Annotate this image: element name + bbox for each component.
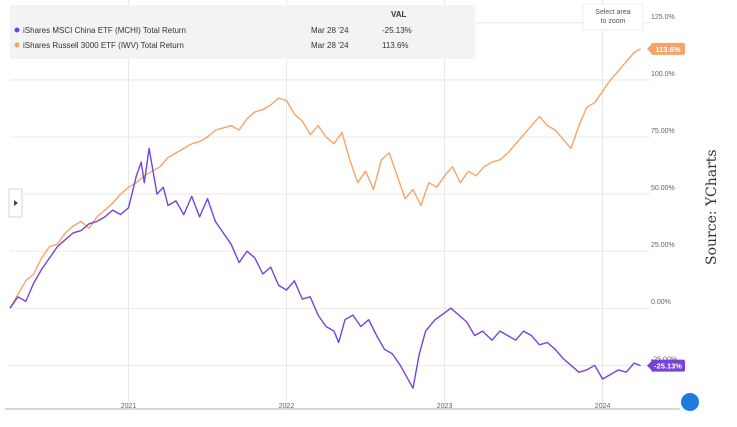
series-line-mchi[interactable] <box>9 147 641 389</box>
sidebar-toggle-button[interactable] <box>8 188 23 218</box>
legend-background <box>10 5 475 59</box>
chevron-right-icon <box>14 200 18 206</box>
legend: VAL iShares MSCI China ETF (MCHI) Total … <box>10 5 475 59</box>
end-labels: 113.6% -25.13% <box>647 42 685 372</box>
zoom-hint-line1: Select area <box>595 9 631 16</box>
y-tick-label: 100.0% <box>651 71 675 78</box>
zoom-hint: Select area to zoom <box>582 3 644 31</box>
legend-header-val: VAL <box>391 10 407 19</box>
legend-marker-mchi <box>14 27 20 33</box>
legend-date-mchi: Mar 28 '24 <box>311 26 349 35</box>
legend-value-mchi: -25.13% <box>382 26 412 35</box>
end-label-mchi: -25.13% <box>647 359 685 372</box>
y-tick-label: 125.0% <box>651 14 675 21</box>
legend-label-iwv: iShares Russell 3000 ETF (IWV) Total Ret… <box>23 41 184 50</box>
legend-date-iwv: Mar 28 '24 <box>311 41 349 50</box>
legend-value-iwv: 113.6% <box>382 41 409 50</box>
source-label: Source: YCharts <box>704 149 720 265</box>
y-tick-label: 25.00% <box>651 242 675 249</box>
x-tick-label: 2023 <box>437 403 453 410</box>
grid <box>10 0 650 409</box>
svg-text:113.6%: 113.6% <box>655 45 680 54</box>
plot-area[interactable] <box>10 0 650 395</box>
svg-text:-25.13%: -25.13% <box>654 362 682 371</box>
series-layer <box>9 48 641 389</box>
series-line-iwv[interactable] <box>9 48 641 309</box>
ticks: 125.0%100.0%75.00%50.00%25.00%0.00%-25.0… <box>121 14 677 410</box>
legend-label-mchi: iShares MSCI China ETF (MCHI) Total Retu… <box>23 26 186 35</box>
x-tick-label: 2024 <box>595 403 611 410</box>
y-tick-label: 75.00% <box>651 128 675 135</box>
zoom-hint-box <box>582 3 644 31</box>
zoom-hint-line2: to zoom <box>601 18 626 25</box>
x-tick-label: 2022 <box>279 403 295 410</box>
legend-marker-iwv <box>14 42 20 48</box>
y-tick-label: 50.00% <box>651 185 675 192</box>
help-icon[interactable] <box>681 393 699 411</box>
y-tick-label: 0.00% <box>651 299 671 306</box>
end-label-iwv: 113.6% <box>647 42 685 55</box>
x-tick-label: 2021 <box>121 403 137 410</box>
